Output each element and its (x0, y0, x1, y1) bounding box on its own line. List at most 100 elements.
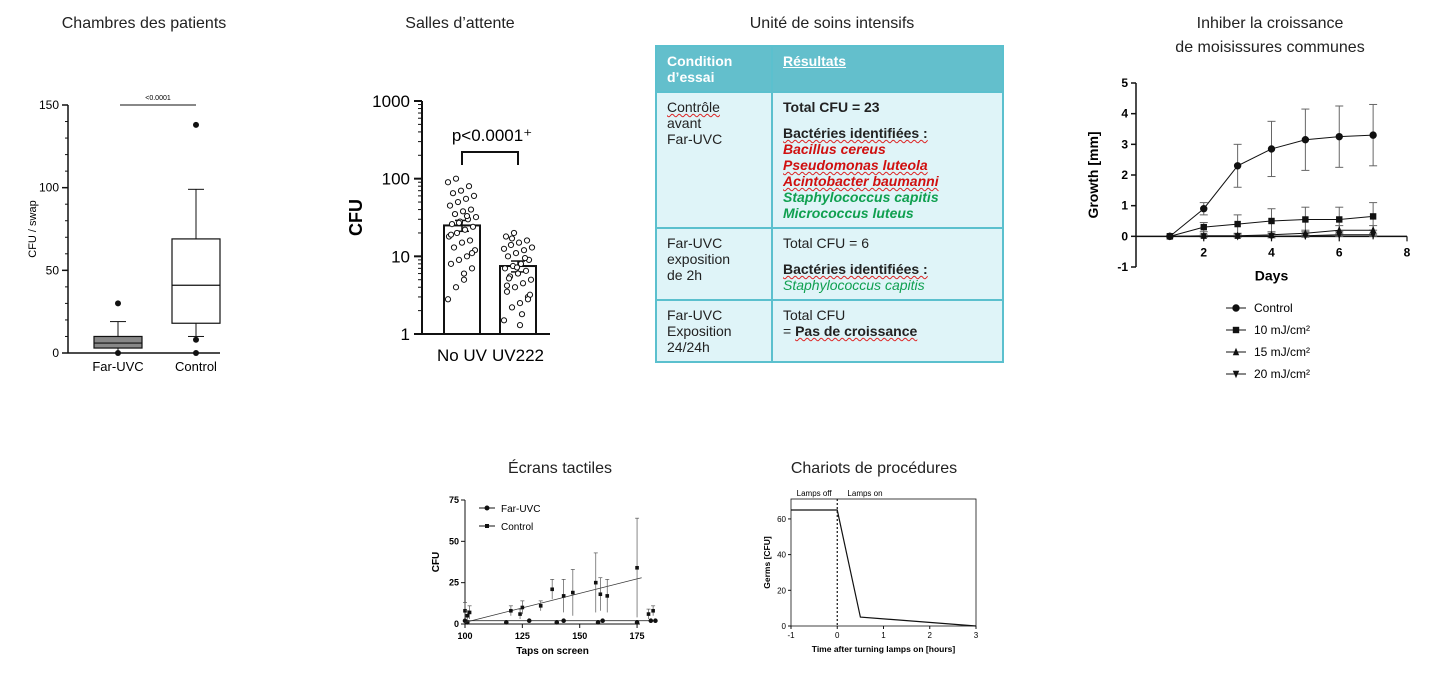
header-results: Résultats (771, 45, 1004, 93)
header-condition-line1: Condition (667, 53, 733, 69)
y-tick-label: 3 (1121, 137, 1128, 151)
y-tick-label: 4 (1121, 107, 1128, 121)
y-tick-label: 100 (39, 181, 59, 195)
data-point (511, 284, 519, 291)
patients-title: Chambres des patients (61, 15, 227, 32)
x-tick-label: 125 (515, 631, 530, 641)
data-point (600, 618, 605, 623)
data-point (521, 254, 529, 262)
data-point (518, 612, 522, 616)
outlier-point (115, 300, 121, 307)
plot-frame (790, 498, 977, 627)
row2-results: Total CFU = 6 Bactéries identifiées : St… (771, 227, 1004, 301)
data-point (502, 233, 510, 240)
data-point (1336, 216, 1343, 223)
legend-marker (485, 524, 489, 528)
data-point (444, 179, 452, 186)
y-tick-label: 40 (777, 551, 786, 560)
y-tick-label: 2 (1121, 168, 1128, 182)
data-point (646, 612, 651, 616)
header-condition: Condition d’essai (655, 45, 773, 93)
box (171, 238, 221, 324)
data-point (468, 250, 476, 257)
data-point (1234, 220, 1241, 228)
data-point (1234, 233, 1241, 241)
y-axis-label: Germs [CFU] (762, 536, 772, 589)
row3-total-bold: Pas de croissance (795, 323, 918, 339)
x-tick-label: 0 (835, 631, 840, 640)
patients-boxplot: 0 50 100 150 CFU / swap Far-UVC Control <0.0001 (27, 95, 221, 374)
table-row: Far-UVC exposition de 2h Total CFU = 6 B… (655, 227, 1004, 301)
data-point (1200, 233, 1207, 241)
data-point (528, 244, 536, 251)
y-tick-label: 0 (454, 619, 459, 629)
x-tick-label: No UV (437, 346, 488, 365)
x-axis-label: Taps on screen (516, 646, 589, 657)
legend-marker (1232, 326, 1240, 334)
data-point (462, 195, 470, 202)
y-tick-label: 50 (46, 263, 60, 277)
row2-condition: Far-UVC exposition de 2h (655, 227, 773, 301)
data-point (458, 239, 466, 246)
header-condition-line2: d’essai (667, 69, 715, 85)
data-point (457, 187, 465, 194)
data-point (459, 208, 467, 215)
row1-ident: Bactéries identifiées : (783, 125, 928, 141)
data-point (516, 299, 524, 307)
data-point (463, 253, 471, 260)
data-point (513, 264, 521, 271)
data-point (635, 565, 639, 570)
table-row: Contrôle avant Far-UVC Total CFU = 23 Ba… (655, 91, 1004, 229)
data-point (460, 270, 468, 277)
row1-total: Total CFU = 23 (783, 99, 880, 115)
row2-cond-line2: exposition (667, 251, 731, 267)
y-tick-label: 1 (401, 325, 410, 344)
data-point (463, 608, 467, 613)
data-point (454, 198, 462, 206)
row1-results: Total CFU = 23 Bactéries identifiées : B… (771, 91, 1004, 229)
data-point (550, 587, 554, 592)
row2-cond-line1: Far-UVC (667, 235, 723, 251)
waiting-title: Salles d’attente (405, 15, 515, 32)
data-point (509, 608, 513, 613)
data-point (1200, 205, 1208, 213)
legend-marker (1232, 370, 1240, 379)
data-point (605, 594, 610, 598)
row3-cond-line3: 24/24h (667, 339, 710, 355)
data-point (1267, 145, 1276, 153)
legend-label: Control (501, 522, 533, 533)
data-point (634, 620, 640, 625)
legend-marker (1232, 347, 1240, 356)
data-point (1166, 233, 1174, 241)
x-axis-label: Days (1255, 267, 1289, 283)
y-tick-label: 50 (449, 536, 459, 546)
y-axis-label: Growth [mm] (1085, 131, 1101, 218)
carts-title: Chariots de procédures (790, 460, 958, 477)
x-tick-label: 175 (630, 631, 645, 641)
data-point (465, 613, 470, 618)
bacteria-red-2: Pseudomonas luteola (783, 157, 928, 173)
outlier-point (115, 350, 121, 356)
data-point (515, 239, 523, 246)
data-point (1200, 223, 1207, 231)
x-tick-label: 150 (572, 631, 587, 641)
data-point (1268, 233, 1275, 241)
row1-cond-line2: avant (667, 115, 702, 131)
data-point (554, 620, 560, 625)
data-point (518, 311, 526, 318)
legend-label: 10 mJ/cm² (1254, 323, 1310, 337)
data-point (466, 237, 474, 244)
x-tick-label: 4 (1268, 245, 1275, 259)
data-point (520, 605, 525, 610)
data-point (538, 604, 543, 608)
legend-marker (1232, 304, 1240, 312)
row3-results: Total CFU = Pas de croissance (771, 299, 1004, 363)
data-point (1369, 226, 1377, 234)
x-tick-label: 6 (1336, 245, 1343, 259)
bacteria-green-3: Staphylococcus capitis (783, 277, 925, 293)
y-tick-label: -1 (1117, 260, 1128, 274)
row1-cond-line3: Far-UVC (667, 131, 723, 147)
data-point (503, 288, 511, 295)
data-point (1302, 216, 1309, 223)
bacteria-green-1: Staphylococcus capitis (783, 189, 939, 205)
